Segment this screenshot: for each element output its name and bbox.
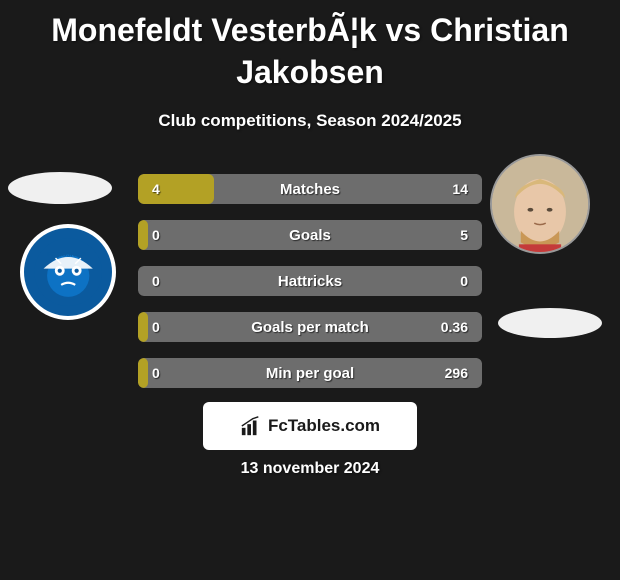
left-player-avatar-placeholder — [8, 172, 112, 204]
stat-bar-left — [138, 312, 148, 342]
svg-text:FC ROSKILDE: FC ROSKILDE — [47, 252, 90, 259]
stat-value-right: 14 — [428, 181, 468, 197]
stat-label: Goals — [192, 227, 428, 244]
stat-value-left: 0 — [152, 273, 192, 289]
stat-value-right: 0 — [428, 273, 468, 289]
stat-value-right: 296 — [428, 365, 468, 381]
bar-chart-icon — [240, 415, 262, 437]
page-title: Monefeldt VesterbÃ¦k vs Christian Jakobs… — [0, 0, 620, 93]
stat-row: 0Goals5 — [138, 220, 482, 250]
brand-text: FcTables.com — [268, 416, 380, 436]
stat-value-right: 0.36 — [428, 319, 468, 335]
stat-row: 0Min per goal296 — [138, 358, 482, 388]
club-crest-icon: FC ROSKILDE — [33, 237, 103, 307]
stat-label: Min per goal — [192, 365, 428, 382]
stat-value-left: 4 — [152, 181, 192, 197]
player-face-icon — [492, 156, 588, 252]
stat-label: Hattricks — [192, 273, 428, 290]
subtitle: Club competitions, Season 2024/2025 — [0, 111, 620, 131]
right-club-logo-placeholder — [498, 308, 602, 338]
stat-value-left: 0 — [152, 227, 192, 243]
stat-bar-left — [138, 220, 148, 250]
stat-label: Goals per match — [192, 319, 428, 336]
stats-comparison: 4Matches140Goals50Hattricks00Goals per m… — [138, 174, 482, 404]
stat-value-left: 0 — [152, 319, 192, 335]
brand-badge: FcTables.com — [203, 402, 417, 450]
stat-value-right: 5 — [428, 227, 468, 243]
stat-row: 0Goals per match0.36 — [138, 312, 482, 342]
stat-bar-left — [138, 358, 148, 388]
stat-row: 4Matches14 — [138, 174, 482, 204]
stat-row: 0Hattricks0 — [138, 266, 482, 296]
footer-date: 13 november 2024 — [0, 460, 620, 478]
left-club-logo: FC ROSKILDE — [20, 224, 116, 320]
stat-label: Matches — [192, 181, 428, 198]
stat-value-left: 0 — [152, 365, 192, 381]
right-player-avatar — [490, 154, 590, 254]
